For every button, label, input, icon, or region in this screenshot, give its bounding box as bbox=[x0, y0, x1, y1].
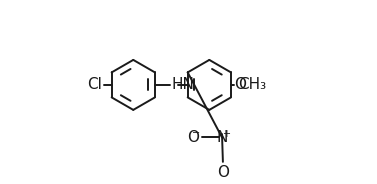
Text: +: + bbox=[222, 129, 230, 139]
Text: Cl: Cl bbox=[87, 77, 103, 92]
Text: CH₃: CH₃ bbox=[238, 77, 267, 92]
Text: O: O bbox=[234, 77, 246, 92]
Text: HN: HN bbox=[172, 77, 195, 92]
Text: N: N bbox=[216, 130, 228, 145]
Text: −: − bbox=[192, 128, 200, 138]
Text: O: O bbox=[187, 130, 199, 145]
Text: O: O bbox=[217, 164, 229, 180]
